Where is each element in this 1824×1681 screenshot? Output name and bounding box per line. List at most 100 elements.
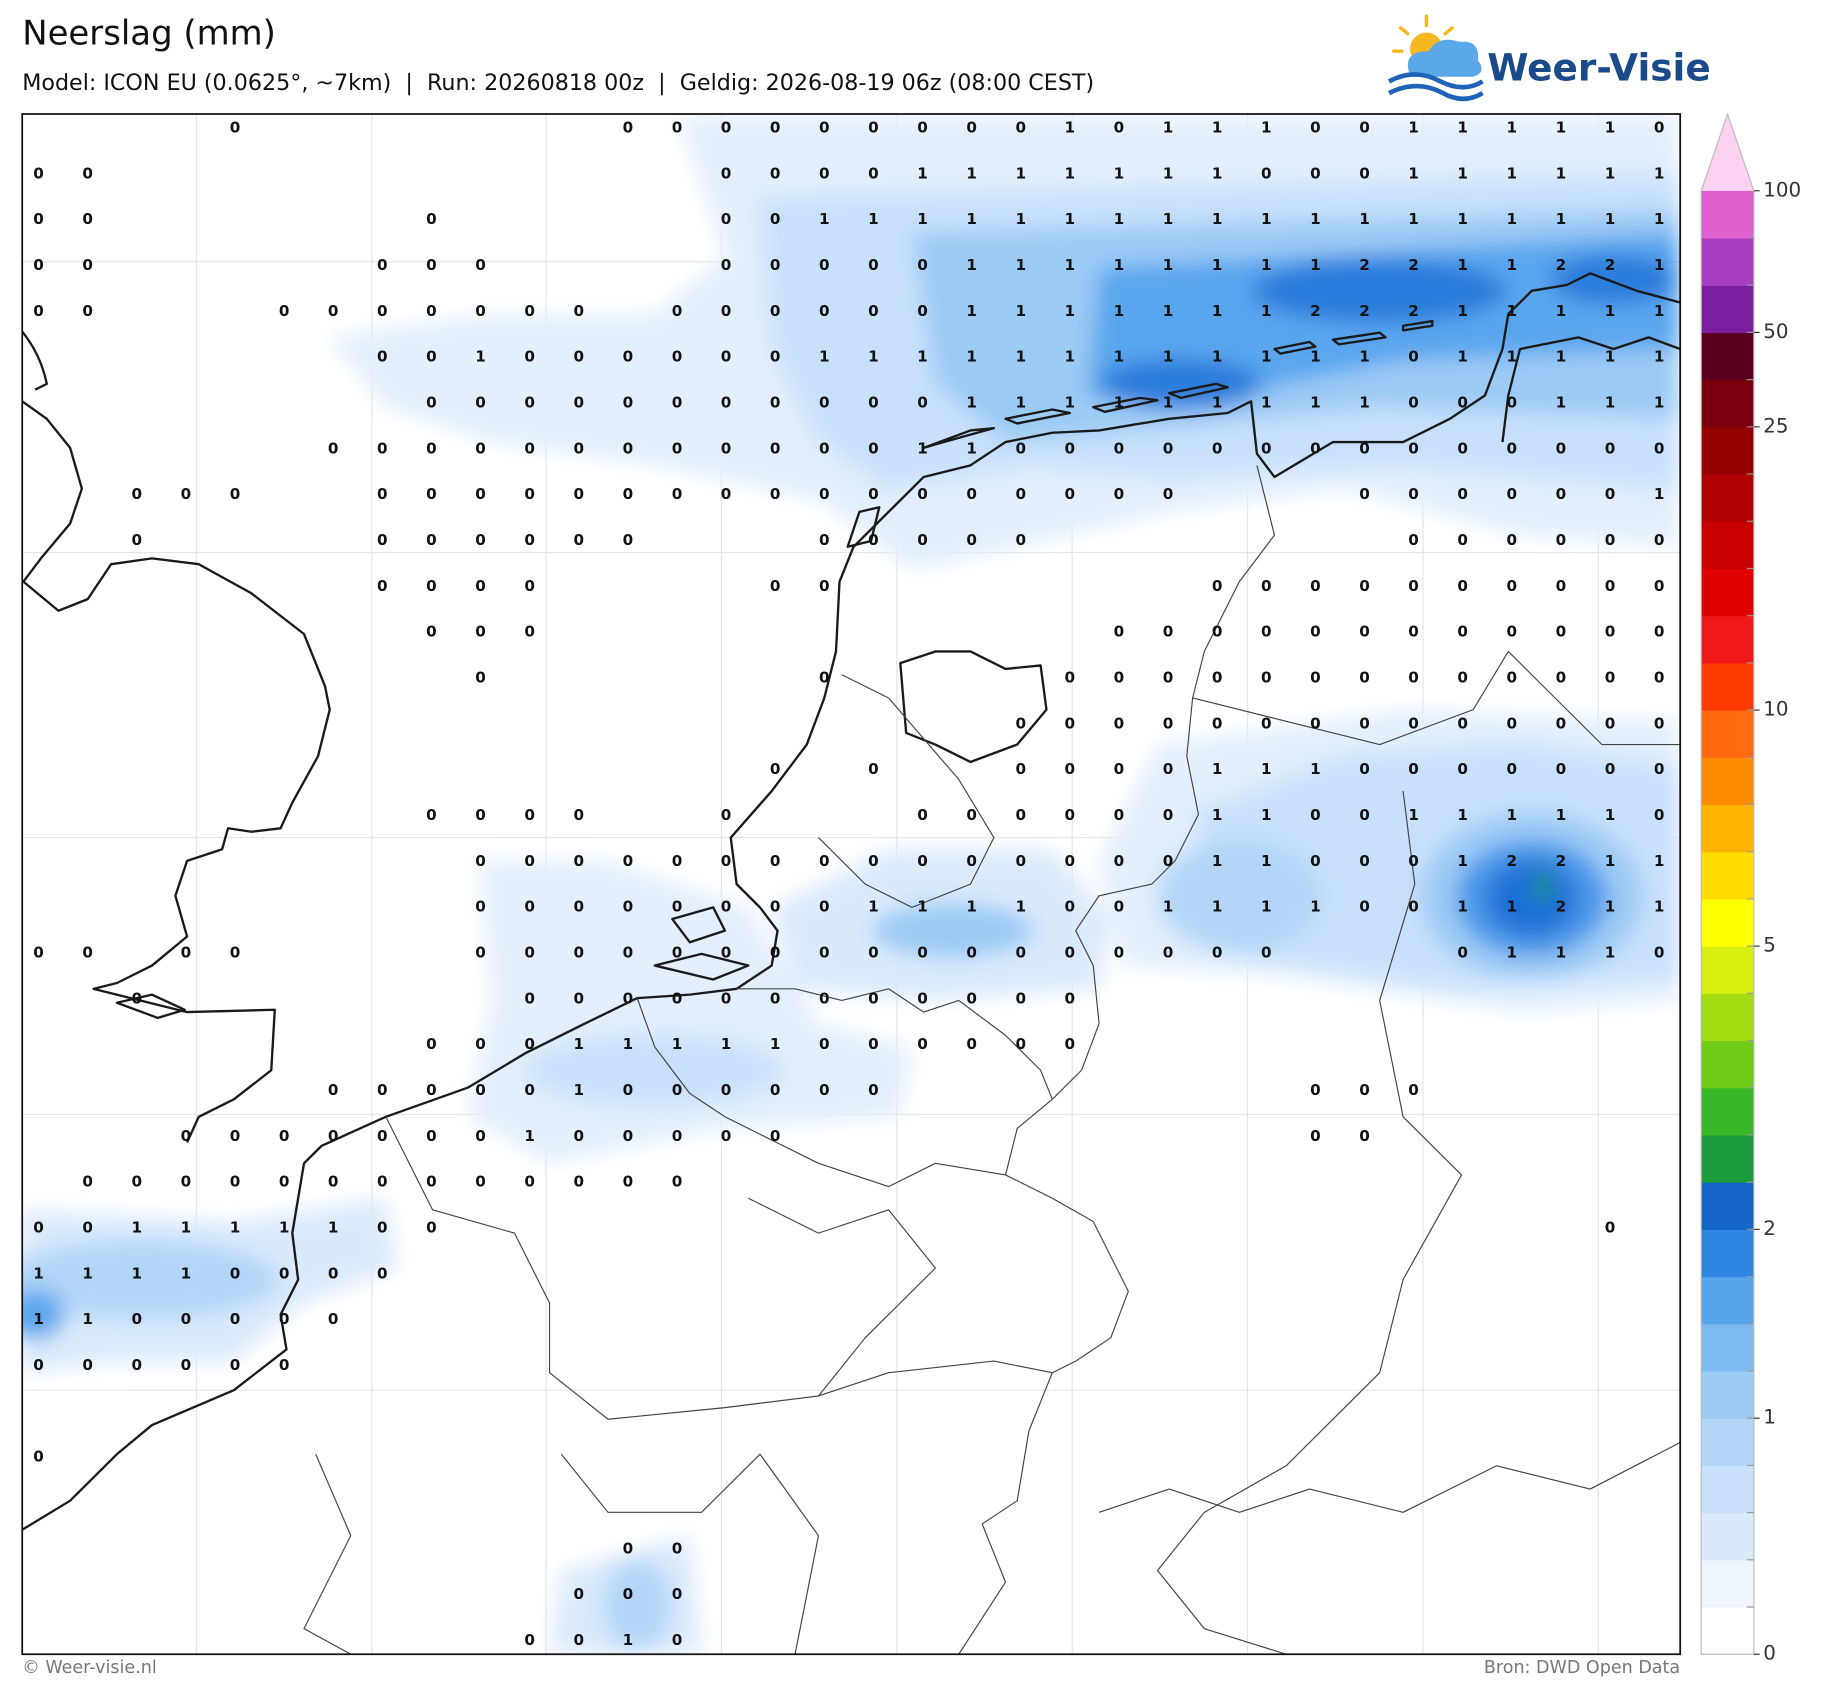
grid-value: 0 — [524, 852, 535, 870]
grid-value: 0 — [1015, 531, 1026, 549]
colorbar-segment — [1701, 379, 1754, 428]
grid-value: 1 — [1457, 210, 1468, 228]
grid-value: 0 — [1654, 118, 1665, 136]
grid-value: 1 — [966, 256, 977, 274]
grid-value: 0 — [1359, 577, 1370, 595]
grid-value: 1 — [672, 1035, 683, 1053]
grid-value: 1 — [82, 1264, 93, 1282]
grid-value: 1 — [1457, 806, 1468, 824]
grid-value: 0 — [377, 439, 388, 457]
grid-value: 0 — [524, 989, 535, 1007]
grid-value: 0 — [33, 944, 44, 962]
grid-value: 1 — [1212, 760, 1223, 778]
grid-value: 0 — [1507, 760, 1518, 778]
grid-value: 0 — [524, 1035, 535, 1053]
grid-value: 0 — [1605, 714, 1616, 732]
grid-value: 0 — [672, 1539, 683, 1557]
grid-value: 0 — [819, 944, 830, 962]
grid-value: 0 — [573, 485, 584, 503]
grid-value: 1 — [1065, 302, 1076, 320]
colorbar-segment — [1701, 946, 1754, 994]
grid-value: 1 — [868, 898, 879, 916]
grid-value: 0 — [1065, 485, 1076, 503]
grid-value: 0 — [721, 944, 732, 962]
grid-value: 0 — [1408, 577, 1419, 595]
grid-value: 0 — [573, 1585, 584, 1603]
grid-value: 1 — [1310, 348, 1321, 366]
grid-value: 0 — [230, 944, 241, 962]
grid-value: 1 — [1261, 760, 1272, 778]
grid-value: 0 — [426, 1219, 437, 1237]
grid-value: 1 — [1212, 210, 1223, 228]
grid-value: 0 — [1114, 623, 1125, 641]
grid-value: 0 — [868, 989, 879, 1007]
grid-value: 2 — [1408, 302, 1419, 320]
grid-value: 0 — [377, 1173, 388, 1191]
colorbar-segment — [1701, 521, 1754, 570]
grid-value: 0 — [1163, 760, 1174, 778]
grid-value: 1 — [966, 439, 977, 457]
borders — [303, 465, 1681, 1655]
grid-value: 0 — [770, 1127, 781, 1145]
grid-value: 0 — [230, 1264, 241, 1282]
grid-value: 1 — [1163, 164, 1174, 182]
grid-value: 0 — [1114, 485, 1125, 503]
grid-value: 0 — [672, 1631, 683, 1649]
grid-value: 1 — [1605, 898, 1616, 916]
grid-value: 0 — [770, 348, 781, 366]
grid-value: 0 — [33, 1448, 44, 1466]
grid-value: 0 — [672, 1173, 683, 1191]
grid-value: 0 — [1408, 485, 1419, 503]
grid-value: 1 — [1605, 164, 1616, 182]
grid-value: 0 — [377, 577, 388, 595]
colorbar-segment — [1701, 1465, 1754, 1514]
grid-value: 0 — [1163, 944, 1174, 962]
grid-value: 0 — [1654, 806, 1665, 824]
grid-value: 0 — [868, 852, 879, 870]
grid-value: 0 — [524, 623, 535, 641]
grid-value: 0 — [721, 210, 732, 228]
grid-value: 1 — [1065, 164, 1076, 182]
grid-value: 0 — [917, 1035, 928, 1053]
grid-value: 0 — [1507, 669, 1518, 687]
grid-value: 1 — [1359, 393, 1370, 411]
colorbar-segment — [1701, 426, 1754, 475]
grid-value: 0 — [819, 164, 830, 182]
grid-value: 1 — [1163, 256, 1174, 274]
grid-value: 0 — [377, 348, 388, 366]
grid-values: 0 0 0 0 0 0 0 0 0 0 1 0 1 1 1 0 0 1 1 1 1 1 0 0 0 0 0 0 0 1 1 1 1 1 1 1 0 0 0 1… — [33, 118, 1664, 1649]
grid-value: 0 — [475, 439, 486, 457]
grid-value: 0 — [1359, 806, 1370, 824]
grid-value: 0 — [623, 1585, 634, 1603]
grid-value: 0 — [573, 302, 584, 320]
grid-value: 0 — [819, 485, 830, 503]
grid-value: 0 — [426, 1173, 437, 1191]
colorbar-segment — [1701, 190, 1754, 239]
grid-value: 1 — [623, 1035, 634, 1053]
grid-value: 0 — [573, 852, 584, 870]
grid-value: 1 — [230, 1219, 241, 1237]
map: 0 0 0 0 0 0 0 0 0 0 1 0 1 1 1 0 0 1 1 1 1 1 0 0 0 0 0 0 0 1 1 1 1 1 1 1 0 0 0 1… — [22, 114, 1681, 1655]
grid-value: 0 — [82, 256, 93, 274]
grid-value: 0 — [623, 1127, 634, 1145]
grid-value: 0 — [770, 302, 781, 320]
grid-value: 0 — [328, 1173, 339, 1191]
grid-value: 2 — [1507, 852, 1518, 870]
grid-value: 0 — [573, 531, 584, 549]
grid-value: 0 — [966, 118, 977, 136]
grid-value: 1 — [1212, 118, 1223, 136]
grid-value: 0 — [623, 348, 634, 366]
grid-value: 0 — [573, 944, 584, 962]
grid-value: 0 — [917, 989, 928, 1007]
grid-value: 0 — [1359, 714, 1370, 732]
grid-value: 0 — [1114, 852, 1125, 870]
grid-value: 0 — [426, 256, 437, 274]
grid-value: 0 — [721, 1127, 732, 1145]
grid-value: 0 — [868, 1035, 879, 1053]
logo: Weer-Visie — [1387, 14, 1711, 102]
grid-value: 0 — [721, 302, 732, 320]
grid-value: 0 — [623, 118, 634, 136]
grid-value: 0 — [1408, 669, 1419, 687]
grid-value: 0 — [1163, 623, 1174, 641]
grid-value: 0 — [770, 485, 781, 503]
